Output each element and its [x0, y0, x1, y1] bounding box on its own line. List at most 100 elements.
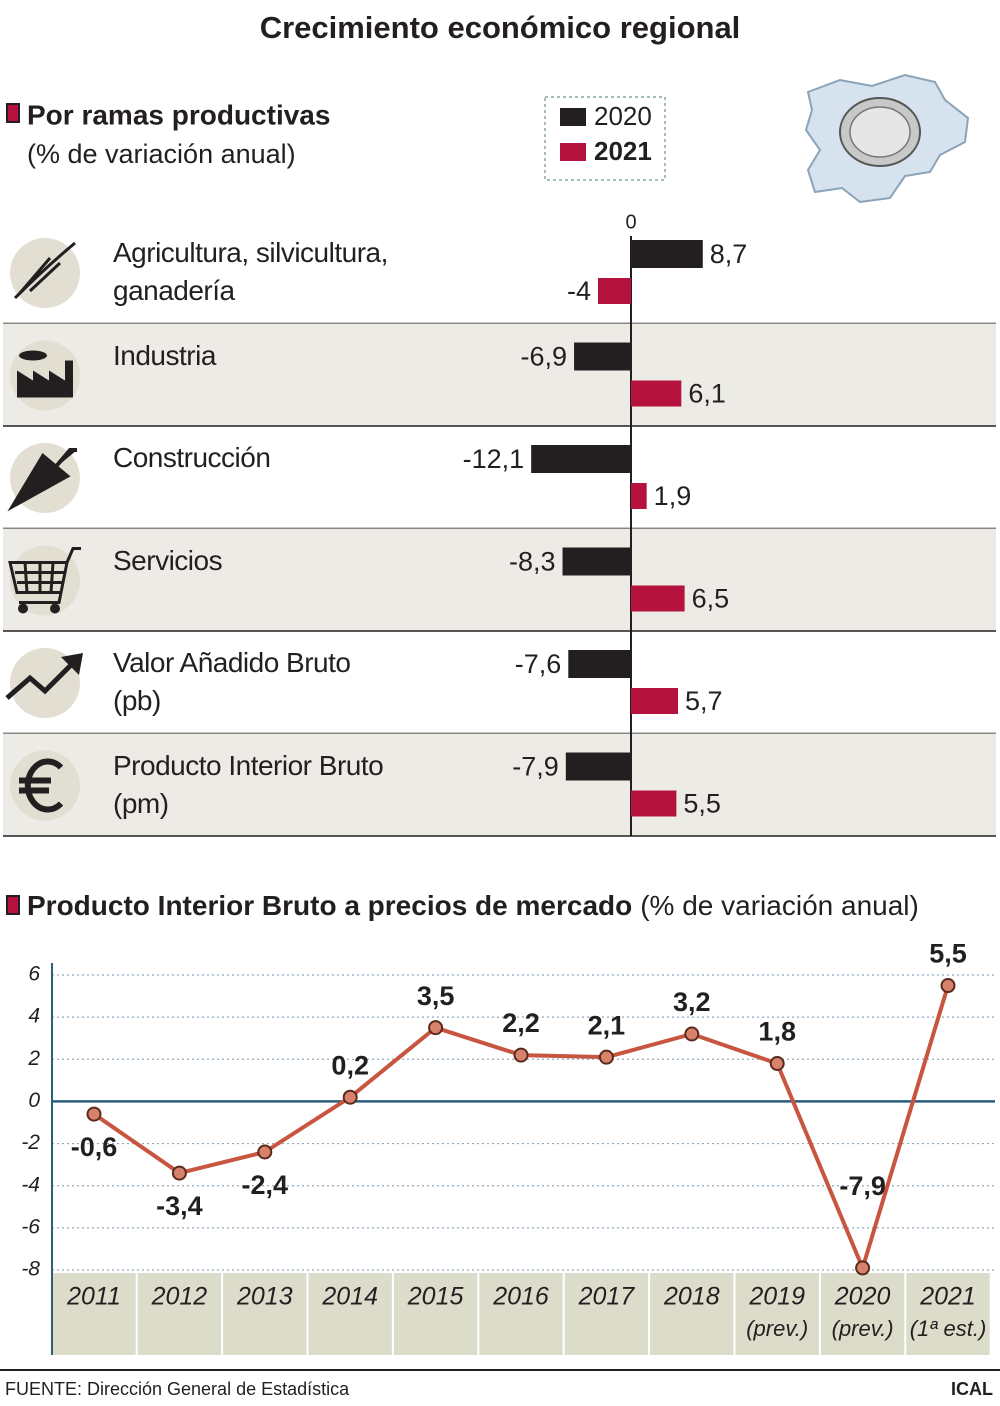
legend-swatch: [560, 143, 586, 161]
legend-swatch: [560, 108, 586, 126]
y-tick-label: -4: [21, 1173, 40, 1196]
category-label: Industria: [113, 339, 216, 371]
value-label: 5,7: [685, 686, 723, 716]
bar: [631, 585, 685, 612]
value-label: -6,9: [521, 342, 568, 372]
category-band: [223, 1273, 307, 1355]
value-label: -8,3: [509, 547, 556, 577]
section-marker: [6, 895, 20, 915]
x-tick-label: 0: [625, 211, 636, 233]
point: [855, 1260, 871, 1276]
category-band: [308, 1273, 392, 1355]
x-tick-label: 2015: [407, 1283, 464, 1311]
icon-shape: [5, 661, 75, 700]
legend-box: [544, 96, 666, 181]
credit: ICAL: [951, 1379, 993, 1399]
x-tick-label: 2017: [578, 1283, 636, 1311]
category-icon: [8, 545, 81, 616]
category-icon: [10, 340, 80, 411]
source: FUENTE: Dirección General de Estadística: [5, 1379, 350, 1399]
icon-shape: [13, 241, 76, 300]
category-label: Producto Interior Bruto (pm): [113, 749, 384, 819]
value-label: 1,8: [758, 1017, 796, 1047]
bar: [574, 342, 631, 371]
y-tick-label: 6: [28, 963, 40, 986]
point: [257, 1144, 273, 1160]
category-icon: [7, 443, 80, 513]
point: [342, 1089, 358, 1105]
value-label: -7,6: [515, 649, 562, 679]
value-label: 0,2: [331, 1050, 369, 1080]
icon-circle: [10, 750, 80, 821]
map-icon: [804, 73, 970, 204]
x-tick-label: 2018: [663, 1283, 720, 1311]
icon-shape: [19, 758, 64, 813]
x-tick-label: 2020: [834, 1283, 891, 1311]
category-icon: [5, 648, 83, 718]
value-label: 5,5: [929, 939, 967, 969]
bar: [631, 688, 679, 714]
category-label: Valor Añadido Bruto (pb): [113, 647, 351, 716]
section-marker: [6, 103, 20, 123]
value-label: 1,9: [654, 481, 692, 511]
point: [86, 1106, 102, 1122]
point: [684, 1026, 700, 1042]
x-tick-label: 2021: [919, 1283, 976, 1311]
icon-shape: [17, 360, 73, 398]
y-tick-label: -2: [21, 1131, 40, 1154]
value-label: -12,1: [463, 444, 525, 474]
point: [769, 1056, 785, 1071]
value-label: 2,1: [588, 1010, 626, 1040]
bar: [568, 650, 631, 678]
value-label: -7,9: [839, 1171, 886, 1201]
category-band: [906, 1273, 990, 1355]
category-band: [479, 1273, 563, 1355]
category-band: [52, 1273, 136, 1355]
category-band: [393, 1273, 478, 1355]
category-label: Agricultura, silvicultura, ganadería: [113, 237, 388, 306]
point: [598, 1049, 614, 1065]
value-label: -3,4: [156, 1191, 203, 1221]
y-tick-label: 2: [27, 1047, 40, 1070]
value-label: -7,9: [512, 752, 559, 782]
bar: [631, 790, 677, 817]
y-tick-label: 0: [28, 1089, 40, 1112]
icon-shape: [8, 547, 81, 604]
category-band: [820, 1273, 905, 1355]
icon-circle: [10, 648, 80, 718]
row-band: [3, 323, 996, 426]
y-tick-label: -8: [21, 1258, 40, 1281]
value-label: -2,4: [242, 1170, 289, 1200]
value-label: -0,6: [71, 1132, 118, 1162]
section-subtitle: (% de variación anual): [27, 139, 296, 169]
category-label: Construcción: [113, 442, 271, 473]
point: [428, 1020, 444, 1036]
x-tick-label: 2012: [151, 1283, 208, 1311]
bar: [598, 278, 631, 304]
category-band: [735, 1273, 819, 1355]
main-title: Crecimiento económico regional: [260, 10, 741, 45]
bar: [631, 380, 682, 407]
value-label: 2,2: [502, 1008, 540, 1038]
section-subtitle: (% de variación anual): [640, 890, 919, 921]
icon-shape: [19, 350, 47, 361]
icon-shape: [18, 603, 28, 614]
section-title: Por ramas productivas: [27, 99, 330, 130]
category-band: [137, 1273, 222, 1355]
x-tick-note: (1ª est.): [910, 1316, 987, 1341]
category-icon: [10, 238, 80, 308]
y-tick-label: 4: [28, 1005, 40, 1028]
icon-shape: [61, 653, 83, 675]
section-title: Producto Interior Bruto a precios de mer…: [27, 890, 632, 921]
icon-shape: [7, 448, 77, 512]
bar: [631, 483, 647, 509]
point: [171, 1165, 187, 1181]
row-band: [3, 528, 996, 631]
bar: [565, 752, 631, 781]
icon-shape: [50, 603, 60, 614]
x-tick-note: (prev.): [832, 1316, 894, 1341]
category-icon: [10, 750, 80, 821]
point: [513, 1047, 529, 1063]
